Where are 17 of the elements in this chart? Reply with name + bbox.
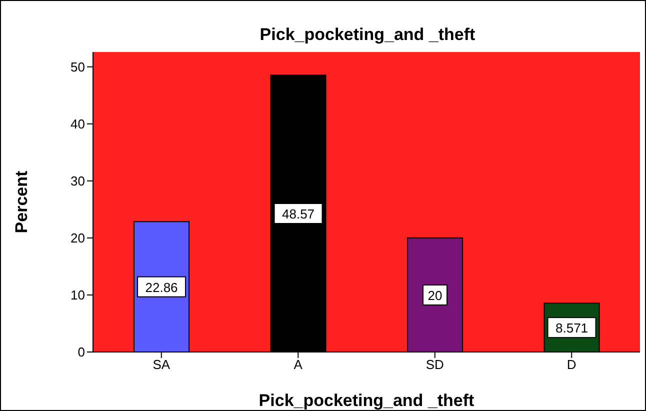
y-tick-label: 20 xyxy=(70,230,85,246)
data-label: 48.57 xyxy=(282,206,315,222)
chart-title: Pick_pocketing_and _theft xyxy=(258,25,476,45)
y-tick-label: 0 xyxy=(78,344,85,360)
y-tick-label: 30 xyxy=(70,174,85,189)
x-axis-title: Pick_pocketing_and _theft xyxy=(258,391,475,410)
y-tick-label: 50 xyxy=(70,59,85,74)
x-tick-label: D xyxy=(566,357,576,372)
data-label: 22.86 xyxy=(145,280,178,295)
y-axis-title: Percent xyxy=(12,170,32,234)
y-tick-label: 40 xyxy=(70,116,85,132)
x-tick-label: SD xyxy=(426,357,444,372)
data-label: 8.571 xyxy=(556,320,588,336)
x-tick-label: A xyxy=(294,357,303,372)
x-tick-label: SA xyxy=(152,357,170,372)
data-label: 20 xyxy=(428,288,442,303)
y-tick-label: 10 xyxy=(70,288,85,303)
